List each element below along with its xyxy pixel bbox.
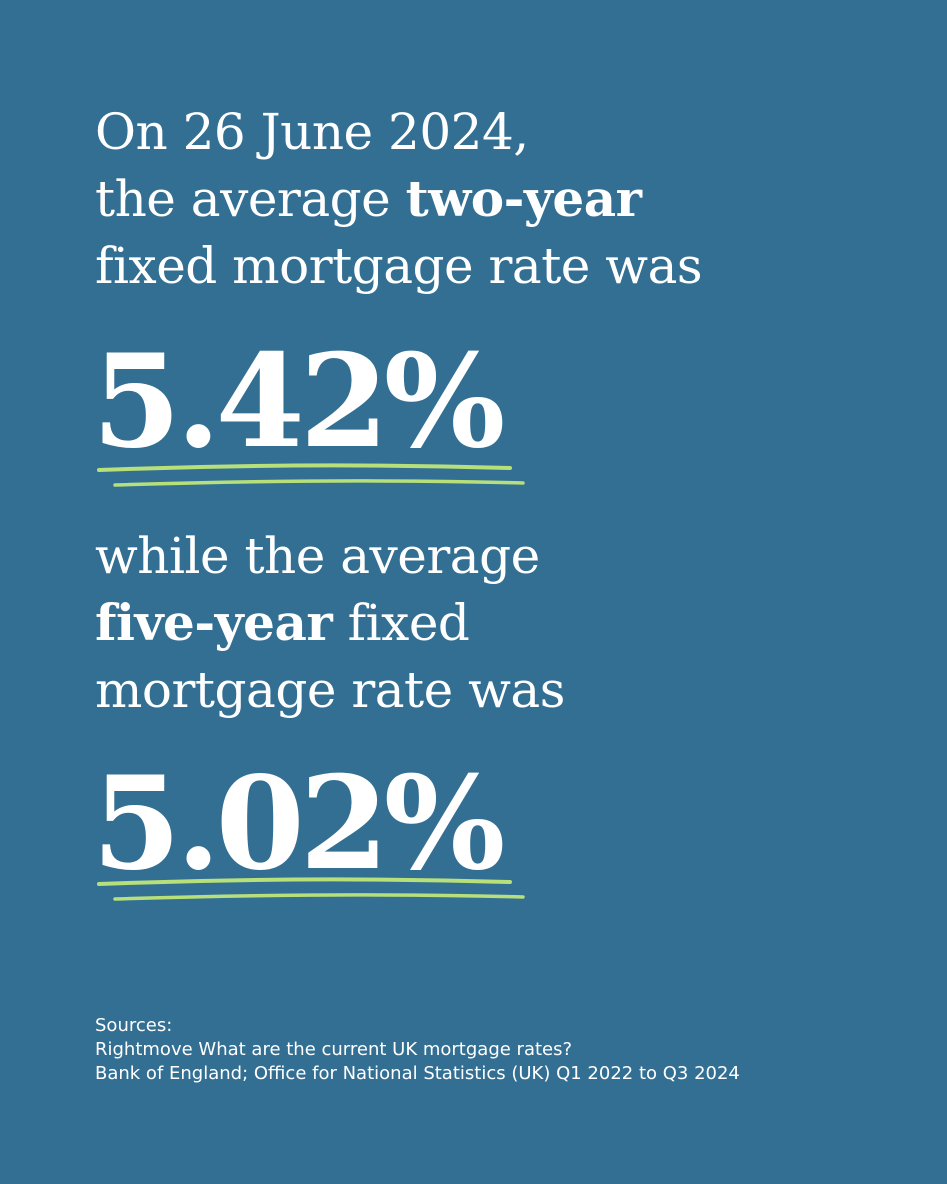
sources-heading: Sources: [95, 1015, 173, 1036]
source-item-boe-ons: Bank of England; Office for National Sta… [95, 1063, 740, 1084]
intro-date-text: On 26 June 2024, [95, 103, 529, 161]
five-year-emphasis: five-year [95, 593, 333, 652]
five-year-rate-value: 5.02% [92, 749, 505, 899]
source-item-rightmove: Rightmove What are the current UK mortga… [95, 1039, 573, 1060]
five-year-highlight-underline [97, 877, 525, 901]
middle-fixed-text: fixed [332, 594, 470, 652]
middle-line-3: mortgage rate was [95, 658, 565, 722]
sources-block: Sources: Rightmove What are the current … [95, 1014, 740, 1086]
middle-lead-text: while the average [95, 527, 540, 585]
two-year-rate-value: 5.42% [92, 327, 505, 477]
middle-rate-text: mortgage rate was [95, 661, 565, 719]
middle-line-1: while the average [95, 524, 540, 588]
intro-line-1: On 26 June 2024, [95, 100, 529, 164]
intro-line-2: the average two-year [95, 167, 642, 231]
two-year-highlight-underline [97, 463, 525, 487]
middle-line-2: five-year fixed [95, 591, 470, 655]
intro-prefix-text: the average [95, 170, 406, 228]
intro-rate-text: fixed mortgage rate was [95, 237, 703, 295]
intro-line-3: fixed mortgage rate was [95, 234, 703, 298]
two-year-emphasis: two-year [405, 169, 642, 228]
